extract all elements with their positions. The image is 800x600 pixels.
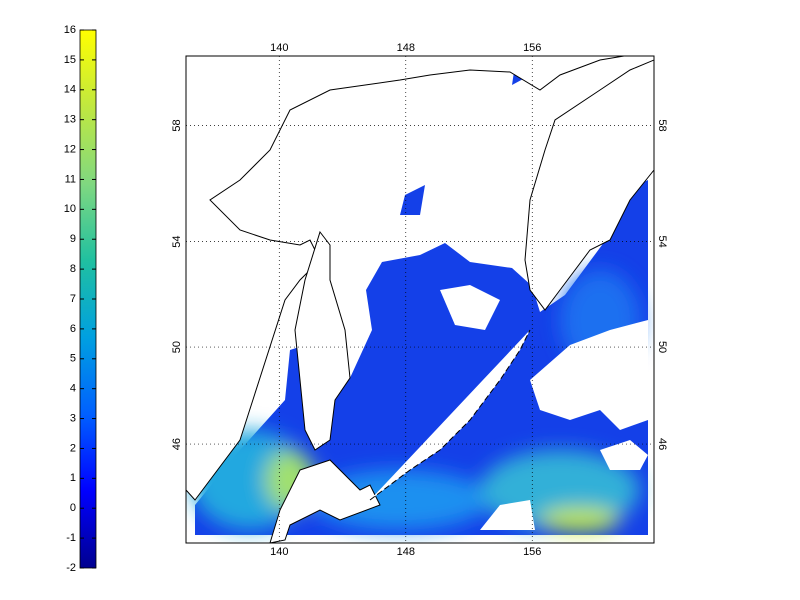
colorbar-tick-label: 5 bbox=[70, 353, 76, 365]
colorbar-tick-label: 14 bbox=[64, 84, 76, 96]
sea-field bbox=[186, 56, 654, 543]
colorbar-tick-label: 1 bbox=[70, 472, 76, 484]
colorbar-tick-label: 0 bbox=[70, 502, 76, 514]
lat-label-left: 58 bbox=[171, 119, 183, 131]
map-frame bbox=[185, 55, 655, 544]
lon-label-top: 148 bbox=[397, 42, 415, 54]
lat-label-left: 54 bbox=[171, 235, 183, 247]
colorbar-tick-label: 15 bbox=[64, 54, 76, 66]
colorbar-tick-label: 9 bbox=[70, 233, 76, 245]
colorbar-tick-label: 13 bbox=[64, 114, 76, 126]
lat-label-left: 50 bbox=[171, 341, 183, 353]
colorbar-tick-label: 4 bbox=[70, 383, 76, 395]
lon-label-top: 140 bbox=[270, 42, 288, 54]
lon-label-top: 156 bbox=[523, 42, 541, 54]
lat-label-right: 54 bbox=[656, 235, 668, 247]
colorbar-tick-label: -1 bbox=[66, 532, 76, 544]
lat-label-right: 50 bbox=[656, 341, 668, 353]
colorbar-tick-label: 12 bbox=[64, 143, 76, 155]
lon-label-bottom: 156 bbox=[523, 546, 541, 558]
colorbar-tick-label: 6 bbox=[70, 323, 76, 335]
lat-label-left: 46 bbox=[171, 438, 183, 450]
colorbar-tick-label: 16 bbox=[64, 24, 76, 36]
lon-label-bottom: 148 bbox=[397, 546, 415, 558]
colorbar-tick-label: 11 bbox=[65, 173, 76, 185]
colorbar-tick-label: 7 bbox=[70, 293, 76, 305]
lat-label-right: 58 bbox=[656, 119, 668, 131]
lon-label-bottom: 140 bbox=[270, 546, 288, 558]
lat-label-right: 46 bbox=[656, 438, 668, 450]
colorbar-tick-label: 10 bbox=[64, 203, 76, 215]
colorbar-tick-label: 2 bbox=[70, 442, 76, 454]
colorbar-tick-label: 8 bbox=[70, 263, 76, 275]
colorbar-tick-label: -2 bbox=[66, 562, 76, 574]
colorbar-tick-label: 3 bbox=[70, 412, 76, 424]
